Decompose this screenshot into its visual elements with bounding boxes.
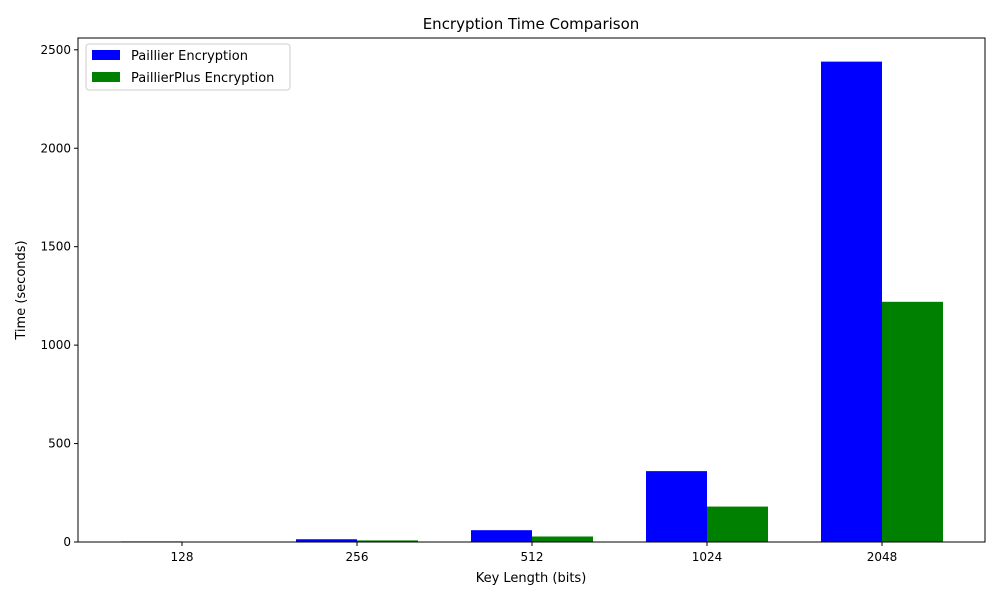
y-tick-label: 0: [63, 535, 71, 549]
y-tick-label: 500: [48, 437, 71, 451]
bar-paillier-512: [471, 530, 532, 542]
bar-paillierplus-512: [532, 536, 593, 542]
y-tick-label: 1500: [40, 240, 71, 254]
x-tick-label: 2048: [867, 550, 898, 564]
y-axis-label: Time (seconds): [14, 240, 29, 340]
x-axis-label: Key Length (bits): [476, 571, 587, 586]
bar-paillier-256: [296, 539, 357, 542]
x-axis: 128 256 512 1024 2048: [171, 542, 898, 564]
legend: Paillier Encryption PaillierPlus Encrypt…: [85, 43, 291, 91]
bar-paillier-2048: [821, 61, 882, 542]
x-tick-label: 512: [521, 550, 544, 564]
y-tick-label: 2500: [40, 43, 71, 57]
x-tick-label: 256: [346, 550, 369, 564]
x-tick-label: 128: [171, 550, 194, 564]
y-axis: 0 500 1000 1500 2000 2500: [40, 43, 78, 549]
bar-paillier-1024: [646, 471, 707, 542]
bar-paillierplus-1024: [707, 506, 768, 542]
bars-layer: [121, 61, 943, 542]
plot-frame: [77, 37, 986, 543]
y-tick-label: 1000: [40, 338, 71, 352]
legend-box: [85, 43, 291, 91]
chart-title: Encryption Time Comparison: [423, 15, 640, 33]
legend-swatch-paillier: [92, 50, 120, 60]
legend-swatch-paillierplus: [92, 72, 120, 82]
bar-paillierplus-2048: [882, 301, 943, 542]
y-tick-label: 2000: [40, 141, 71, 155]
legend-label-paillier: Paillier Encryption: [131, 49, 248, 64]
legend-label-paillierplus: PaillierPlus Encryption: [131, 71, 274, 86]
bar-paillierplus-256: [357, 540, 418, 542]
x-tick-label: 1024: [692, 550, 723, 564]
